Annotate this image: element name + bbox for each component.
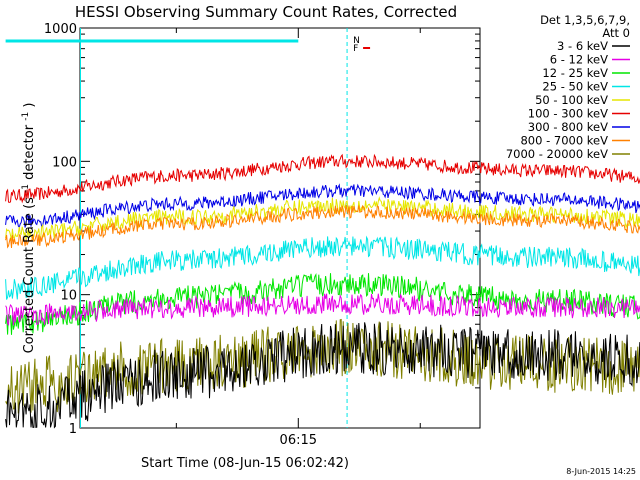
y-axis: 1 10 100 1000 [44, 22, 480, 437]
y-tick-label: 1000 [44, 22, 77, 37]
x-axis-label: Start Time (08-Jun-15 06:02:42) [141, 456, 349, 471]
series-line [5, 153, 640, 204]
series-line [5, 293, 640, 326]
series-line [5, 235, 640, 300]
series-line [5, 273, 640, 335]
flag-label-f: F [353, 44, 358, 54]
footer-date: 8-Jun-2015 14:25 [566, 467, 636, 476]
legend-label: 100 - 300 keV [528, 107, 608, 121]
chart-title: HESSI Observing Summary Count Rates, Cor… [75, 3, 457, 21]
legend-label: 3 - 6 keV [557, 39, 608, 53]
y-axis-label-sup2: -1 [21, 112, 31, 121]
y-tick-label: 100 [52, 155, 77, 170]
y-tick-label: 1 [69, 422, 77, 437]
legend-header-detectors: Det 1,3,5,6,7,9, [540, 13, 630, 27]
legend-label: 800 - 7000 keV [520, 134, 608, 148]
y-axis-label-part3: ) [22, 103, 37, 108]
flag-label-n: N [353, 36, 360, 46]
legend-label: 50 - 100 keV [535, 93, 608, 107]
time-markers: NF [5, 28, 371, 428]
y-axis-label-part1: Corrected Count Rate (s [22, 197, 37, 354]
legend-label: 300 - 800 keV [528, 120, 608, 134]
y-axis-label-part2: detector [22, 124, 37, 180]
legend-label: 12 - 25 keV [542, 66, 608, 80]
series-line [5, 204, 640, 249]
legend-label: 6 - 12 keV [550, 53, 608, 67]
x-tick-label: 06:15 [280, 433, 317, 448]
series-line [5, 196, 640, 241]
series-line [5, 322, 640, 429]
series-group [5, 153, 640, 429]
legend-label: 25 - 50 keV [542, 80, 608, 94]
legend-label: 7000 - 20000 keV [506, 147, 608, 161]
y-tick-label: 10 [60, 289, 77, 304]
y-axis-label: Corrected Count Rate (s -1 detector -1 ) [17, 103, 37, 354]
series-line [5, 183, 640, 229]
legend-header-attenuator: Att 0 [602, 26, 630, 40]
y-axis-label-sup1: -1 [21, 184, 31, 193]
